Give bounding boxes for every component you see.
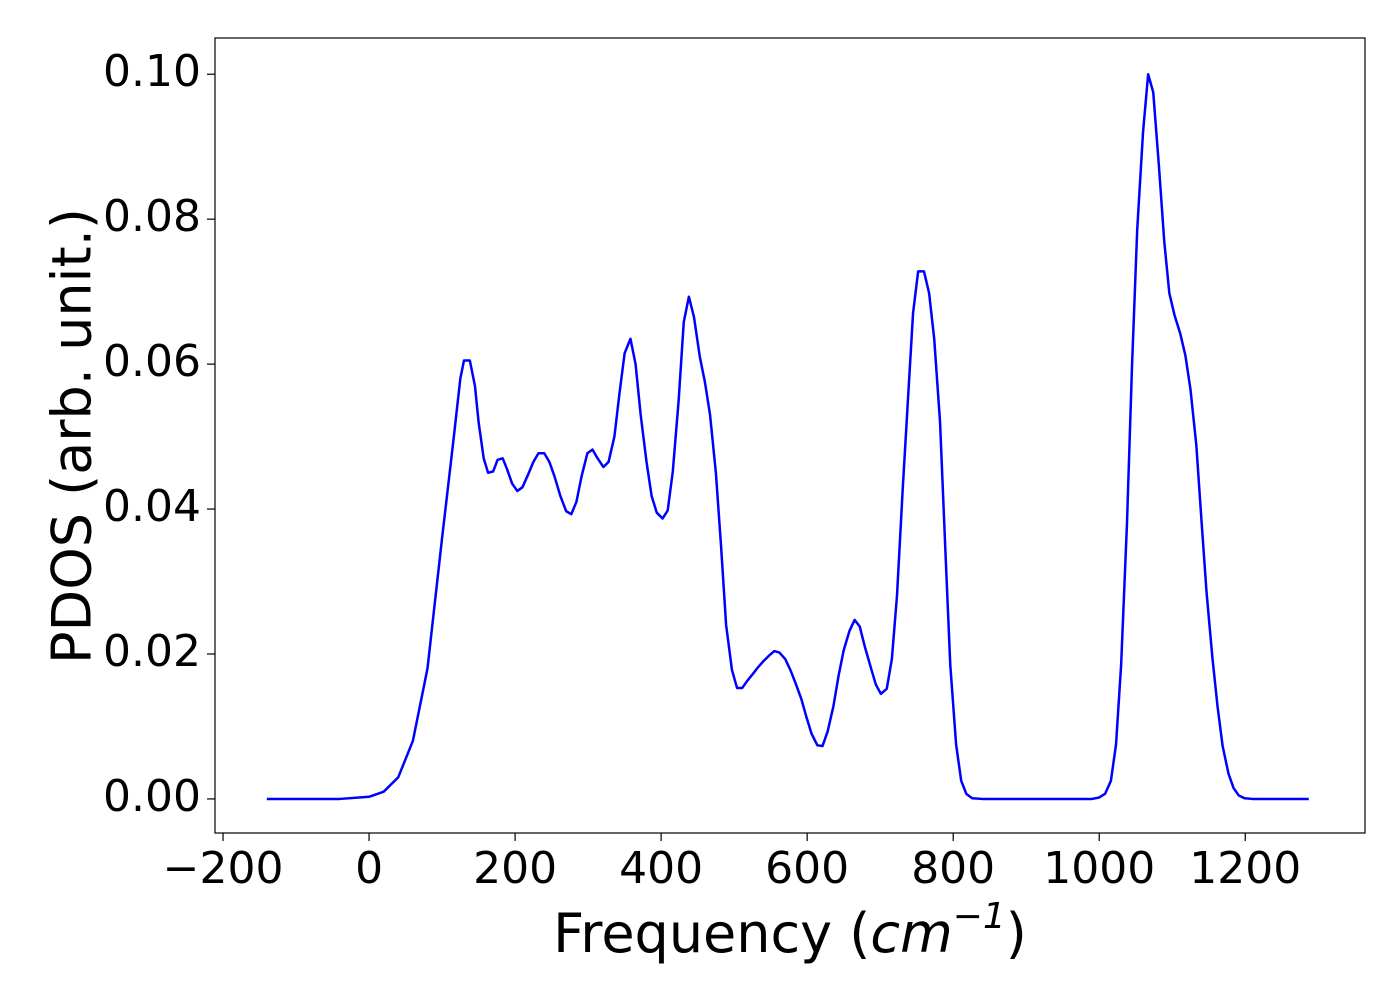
x-tick-label: 1000 [1043,843,1155,894]
y-tick-label: 0.02 [103,626,201,677]
y-tick-label: 0.00 [103,771,201,822]
x-tick-label: 200 [473,843,557,894]
x-tick-label: −200 [163,843,284,894]
x-label-unit: cm [870,902,952,965]
y-tick-label: 0.08 [103,191,201,242]
x-label-close: ) [1006,902,1027,965]
plot-frame [214,37,1366,834]
x-tick-label: 600 [765,843,849,894]
x-tick-label: 400 [619,843,703,894]
x-tick-label: 800 [911,843,995,894]
x-axis-label: Frequency (cm−1) [553,896,1027,965]
x-tick-label: 1200 [1189,843,1301,894]
pdos-line [266,72,1309,801]
y-tick-label: 0.10 [103,46,201,97]
x-label-exponent: −1 [953,896,1006,937]
x-tick-label: 0 [355,843,383,894]
y-axis-label: PDOS (arb. unit.) [41,208,104,664]
x-label-text: Frequency ( [553,902,870,965]
y-tick-label: 0.04 [103,481,201,532]
y-tick-label: 0.06 [103,336,201,387]
